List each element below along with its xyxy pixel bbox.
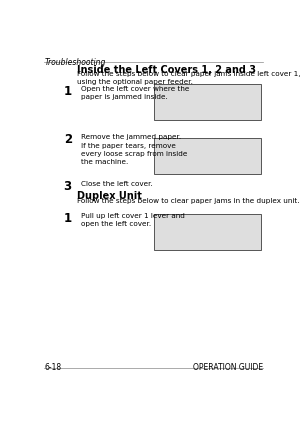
Bar	[154, 138, 261, 174]
Text: Remove the jammed paper.: Remove the jammed paper.	[80, 134, 181, 140]
Bar	[154, 84, 261, 120]
Text: 6-18: 6-18	[44, 363, 62, 372]
Bar	[154, 214, 261, 249]
Text: Follow the steps below to clear paper jams in the duplex unit.: Follow the steps below to clear paper ja…	[77, 198, 299, 204]
Text: 2: 2	[64, 133, 72, 147]
Text: OPERATION GUIDE: OPERATION GUIDE	[193, 363, 263, 372]
Text: Inside the Left Covers 1, 2 and 3: Inside the Left Covers 1, 2 and 3	[77, 65, 256, 75]
Text: 1: 1	[64, 85, 72, 98]
Text: Open the left cover where the
paper is jammed inside.: Open the left cover where the paper is j…	[80, 86, 189, 100]
Text: Troubleshooting: Troubleshooting	[44, 58, 106, 67]
Text: If the paper tears, remove
every loose scrap from inside
the machine.: If the paper tears, remove every loose s…	[80, 143, 187, 165]
Text: Close the left cover.: Close the left cover.	[80, 181, 152, 187]
Text: Pull up left cover 1 lever and
open the left cover.: Pull up left cover 1 lever and open the …	[80, 213, 184, 227]
Text: Follow the steps below to clear paper jams inside left cover 1, 2 or 3 when
usin: Follow the steps below to clear paper ja…	[77, 71, 300, 85]
Text: 3: 3	[64, 180, 72, 193]
Text: 1: 1	[64, 212, 72, 225]
Text: Duplex Unit: Duplex Unit	[77, 191, 142, 201]
